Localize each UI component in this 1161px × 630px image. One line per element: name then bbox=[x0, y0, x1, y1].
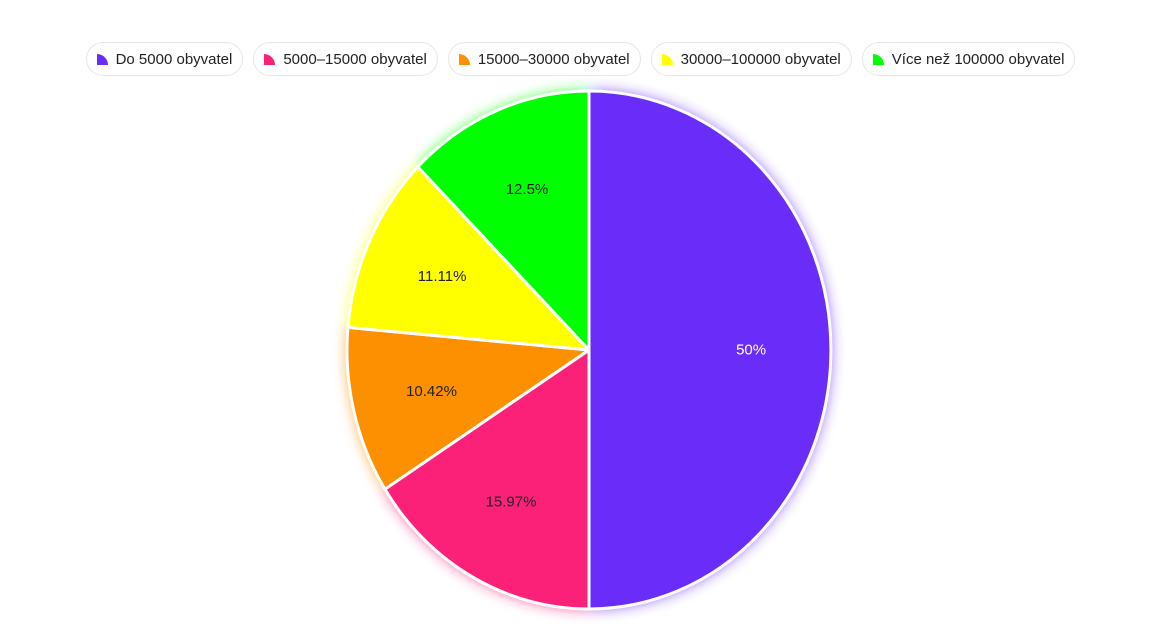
pie-slices bbox=[345, 89, 833, 611]
pie-label-15000-30000-obyvatel: 10.42% bbox=[406, 383, 457, 400]
legend-label: 5000–15000 obyvatel bbox=[283, 50, 427, 68]
chart-legend: Do 5000 obyvatel 5000–15000 obyvatel 150… bbox=[0, 42, 1161, 76]
legend-item-15000-30000[interactable]: 15000–30000 obyvatel bbox=[447, 42, 641, 76]
legend-item-vice-nez-100000[interactable]: Více než 100000 obyvatel bbox=[861, 42, 1076, 76]
legend-swatch bbox=[872, 53, 884, 65]
pie-slice-5000-15000-obyvatel[interactable] bbox=[383, 348, 591, 611]
legend-swatch bbox=[458, 53, 470, 65]
legend-item-5000-15000[interactable]: 5000–15000 obyvatel bbox=[253, 42, 438, 76]
pie-label-30000-100000-obyvatel: 11.11% bbox=[418, 268, 467, 285]
pie-label-5000-15000-obyvatel: 15.97% bbox=[486, 494, 537, 511]
legend-label: Do 5000 obyvatel bbox=[115, 50, 233, 68]
pie-label-do-5000-obyvatel: 50% bbox=[736, 342, 766, 359]
pie-slice-do-5000-obyvatel[interactable] bbox=[587, 89, 833, 611]
legend-item-do-5000[interactable]: Do 5000 obyvatel bbox=[85, 42, 244, 76]
pie-slice-v-ce-ne-100000-obyvatel[interactable] bbox=[416, 89, 591, 352]
legend-label: Více než 100000 obyvatel bbox=[891, 50, 1065, 68]
legend-swatch bbox=[264, 53, 276, 65]
legend-swatch bbox=[96, 53, 108, 65]
legend-item-30000-100000[interactable]: 30000–100000 obyvatel bbox=[650, 42, 852, 76]
pie-slice-15000-30000-obyvatel[interactable] bbox=[345, 325, 591, 491]
legend-label: 15000–30000 obyvatel bbox=[477, 50, 630, 68]
legend-label: 30000–100000 obyvatel bbox=[680, 50, 841, 68]
pie-labels: 50% 15.97% 10.42% 11.11% 12.5% bbox=[406, 181, 766, 510]
pie-slice-30000-100000-obyvatel[interactable] bbox=[346, 165, 591, 352]
legend-swatch bbox=[661, 53, 673, 65]
pie-label-v-ce-ne-100000-obyvatel: 12.5% bbox=[506, 181, 549, 198]
